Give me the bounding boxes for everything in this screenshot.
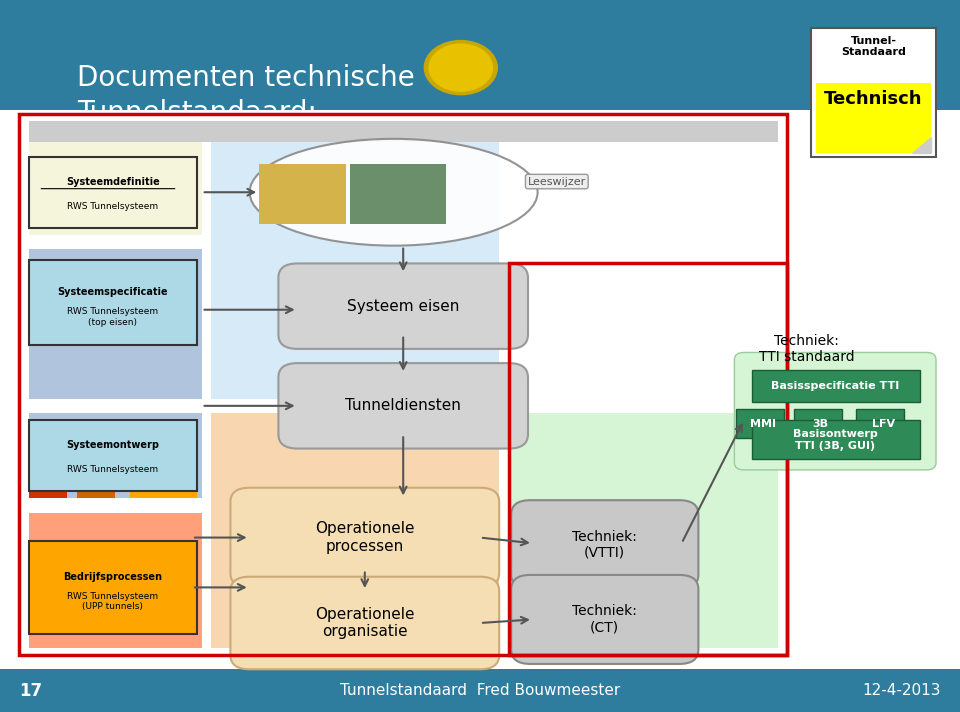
FancyBboxPatch shape — [278, 263, 528, 349]
FancyBboxPatch shape — [752, 420, 920, 459]
FancyBboxPatch shape — [0, 0, 960, 110]
Text: Technisch: Technisch — [825, 90, 923, 108]
FancyBboxPatch shape — [511, 575, 699, 664]
Text: 12-4-2013: 12-4-2013 — [862, 683, 941, 698]
FancyBboxPatch shape — [29, 249, 202, 399]
FancyBboxPatch shape — [29, 420, 197, 491]
FancyBboxPatch shape — [734, 352, 936, 470]
FancyBboxPatch shape — [29, 484, 67, 498]
FancyBboxPatch shape — [77, 484, 115, 498]
FancyBboxPatch shape — [350, 164, 446, 224]
Text: Techniek:
(VTTI): Techniek: (VTTI) — [572, 530, 637, 560]
Circle shape — [424, 41, 497, 95]
FancyBboxPatch shape — [259, 164, 346, 224]
Ellipse shape — [250, 139, 538, 246]
Polygon shape — [912, 137, 931, 153]
FancyBboxPatch shape — [29, 260, 197, 345]
FancyBboxPatch shape — [230, 577, 499, 669]
Text: Bedrijfsprocessen: Bedrijfsprocessen — [63, 572, 162, 582]
FancyBboxPatch shape — [130, 484, 197, 498]
FancyBboxPatch shape — [736, 409, 784, 438]
FancyBboxPatch shape — [0, 669, 960, 712]
FancyBboxPatch shape — [230, 488, 499, 587]
Text: Tunnelstandaard  Fred Bouwmeester: Tunnelstandaard Fred Bouwmeester — [340, 683, 620, 698]
Text: Systeem eisen: Systeem eisen — [347, 298, 460, 314]
FancyBboxPatch shape — [29, 121, 778, 142]
Text: Systeemspecificatie: Systeemspecificatie — [58, 287, 168, 297]
FancyBboxPatch shape — [511, 500, 699, 590]
FancyBboxPatch shape — [752, 370, 920, 402]
FancyBboxPatch shape — [509, 413, 778, 648]
Text: RWS Tunnelsysteem: RWS Tunnelsysteem — [67, 202, 158, 211]
Text: Documenten technische
Tunnelstandaard:: Documenten technische Tunnelstandaard: — [77, 64, 415, 127]
Text: RWS Tunnelsysteem
(top eisen): RWS Tunnelsysteem (top eisen) — [67, 307, 158, 327]
Text: LFV: LFV — [872, 419, 895, 429]
Text: Operationele
organisatie: Operationele organisatie — [315, 607, 415, 639]
FancyBboxPatch shape — [29, 541, 197, 634]
FancyBboxPatch shape — [29, 157, 197, 228]
FancyBboxPatch shape — [816, 83, 912, 153]
FancyBboxPatch shape — [278, 363, 528, 449]
Text: RWS Tunnelsysteem: RWS Tunnelsysteem — [67, 466, 158, 474]
FancyBboxPatch shape — [29, 513, 202, 648]
FancyBboxPatch shape — [0, 110, 960, 669]
Text: Leeswijzer: Leeswijzer — [528, 177, 586, 187]
Text: Systeemdefinitie: Systeemdefinitie — [66, 177, 159, 187]
Text: RWS Tunnelsysteem
(UPP tunnels): RWS Tunnelsysteem (UPP tunnels) — [67, 592, 158, 612]
FancyBboxPatch shape — [211, 128, 499, 399]
Text: Tunneldiensten: Tunneldiensten — [346, 398, 461, 414]
FancyBboxPatch shape — [211, 413, 499, 648]
FancyBboxPatch shape — [816, 83, 931, 153]
Text: Basisspecificatie TTI: Basisspecificatie TTI — [771, 381, 900, 391]
Text: Techniek:
(CT): Techniek: (CT) — [572, 604, 637, 634]
Circle shape — [429, 44, 492, 91]
FancyBboxPatch shape — [29, 142, 202, 235]
FancyBboxPatch shape — [29, 413, 202, 498]
Text: Techniek:
TTI standaard: Techniek: TTI standaard — [758, 334, 854, 364]
Text: Systeemontwerp: Systeemontwerp — [66, 440, 159, 450]
Text: Basisontwerp
TTI (3B, GUI): Basisontwerp TTI (3B, GUI) — [793, 429, 877, 451]
FancyBboxPatch shape — [752, 441, 920, 459]
Text: 3B: 3B — [813, 419, 828, 429]
FancyBboxPatch shape — [856, 409, 904, 438]
Text: Tunnel-
Standaard: Tunnel- Standaard — [841, 36, 906, 57]
FancyBboxPatch shape — [794, 409, 842, 438]
Text: 17: 17 — [19, 681, 42, 700]
Text: Operationele
processen: Operationele processen — [315, 521, 415, 554]
Text: MMI: MMI — [750, 419, 777, 429]
FancyBboxPatch shape — [811, 28, 936, 157]
